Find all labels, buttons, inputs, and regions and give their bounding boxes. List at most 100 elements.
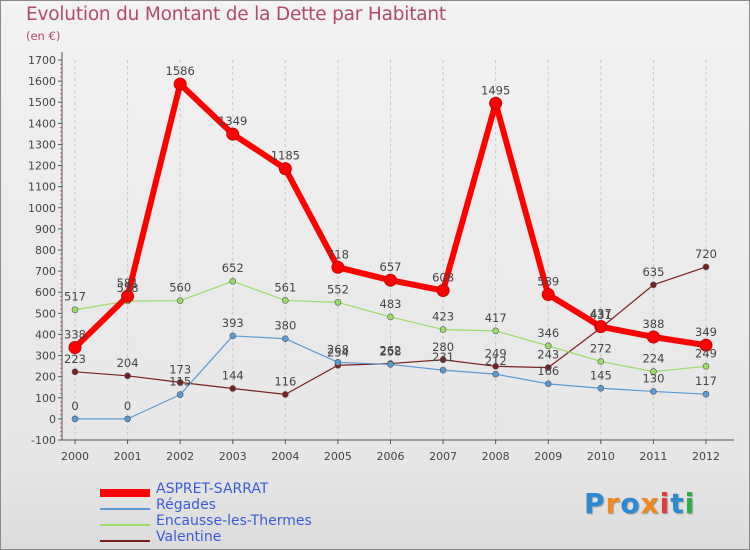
data-label: 268 [327,342,349,356]
data-point [489,96,503,110]
legend-label: Régades [156,497,216,513]
y-tick-label: 900 [35,223,56,236]
x-tick-label: 2012 [692,450,720,463]
data-label: 116 [274,374,296,388]
chart-title: Evolution du Montant de la Dette par Hab… [26,4,446,25]
data-point [544,364,552,371]
y-tick-label: 1100 [28,181,56,194]
data-label: 272 [590,341,612,355]
y-tick-label: 1000 [28,202,56,215]
proxiti-logo: Proxiti [584,487,695,520]
data-label: 483 [380,297,402,311]
x-tick-label: 2000 [61,450,89,463]
data-point [282,335,289,342]
x-tick-label: 2010 [587,450,615,463]
data-label: 338 [64,328,86,342]
data-point [334,299,342,306]
data-point [544,342,552,350]
data-label: 173 [169,362,191,376]
data-label: 561 [274,280,296,294]
data-label: 552 [327,282,349,296]
logo-letter: P [584,487,606,520]
data-point [492,363,499,370]
data-point [699,338,713,352]
data-label: 249 [485,346,507,360]
data-label: 417 [485,311,507,325]
data-label: 1185 [271,149,300,163]
data-point [282,391,289,398]
data-label: 388 [642,317,664,331]
data-point [597,358,605,365]
legend-swatch [100,489,150,497]
data-label: 144 [222,368,244,382]
data-label: 130 [642,371,664,385]
data-point [541,288,555,302]
x-tick-label: 2004 [271,450,299,463]
data-label: 657 [380,260,402,274]
y-tick-label: 100 [35,392,56,405]
data-label: 1495 [481,83,510,97]
data-point [278,162,292,176]
y-tick-label: 1700 [28,54,56,67]
data-label: 380 [274,319,296,333]
logo-letter: o [620,487,641,520]
data-label: 280 [432,340,454,354]
data-label: 589 [537,275,559,289]
data-label: 560 [169,281,191,295]
y-tick-label: 1400 [28,117,56,130]
data-label: 212 [485,354,507,368]
data-label: 145 [590,368,612,382]
data-label: 258 [380,344,402,358]
legend-label: Encausse-les-Thermes [156,513,312,529]
data-point [492,327,499,335]
data-point [71,415,79,423]
legend-label: Valentine [156,529,222,545]
x-tick-label: 2002 [166,450,194,463]
data-point [68,341,82,355]
data-point [226,127,240,141]
data-point [71,368,79,376]
data-label: 349 [695,325,717,339]
x-tick-label: 2011 [639,450,667,463]
data-point [331,260,345,274]
data-point [71,306,79,314]
logo-letter: i [684,487,696,520]
data-point [544,380,552,388]
data-label: 1586 [166,64,195,78]
data-point [384,273,397,287]
data-label: 718 [327,247,349,261]
legend-swatch [100,540,150,542]
y-tick-label: 1200 [28,160,56,173]
legend-swatch [100,508,150,510]
data-point [436,284,450,298]
x-tick-label: 2005 [324,450,352,463]
data-point [176,297,184,304]
data-label: 437 [590,307,612,321]
data-point [650,388,657,395]
y-tick-label: 400 [35,328,56,341]
data-label: 608 [432,271,454,285]
y-tick-label: 1600 [28,75,56,88]
data-point [124,372,131,380]
y-tick-label: 0 [49,413,56,426]
data-point [387,313,394,321]
data-label: 115 [169,375,191,389]
data-label: 0 [71,399,78,413]
data-point [702,390,710,398]
chart-unit: (en €) [26,29,61,43]
y-tick-label: 1500 [28,96,56,109]
legend-label: ASPRET-SARRAT [156,481,269,497]
y-tick-label: 700 [35,265,56,278]
y-tick-label: 800 [35,244,56,257]
data-point [176,391,184,398]
data-label: 517 [64,290,86,304]
data-label: 224 [642,352,664,366]
y-tick-label: -100 [31,434,56,447]
y-tick-label: 200 [35,371,56,384]
data-label: 558 [117,281,139,295]
x-tick-label: 2001 [114,450,142,463]
data-label: 231 [432,350,454,364]
y-tick-label: 500 [35,307,56,320]
data-point [597,384,605,392]
